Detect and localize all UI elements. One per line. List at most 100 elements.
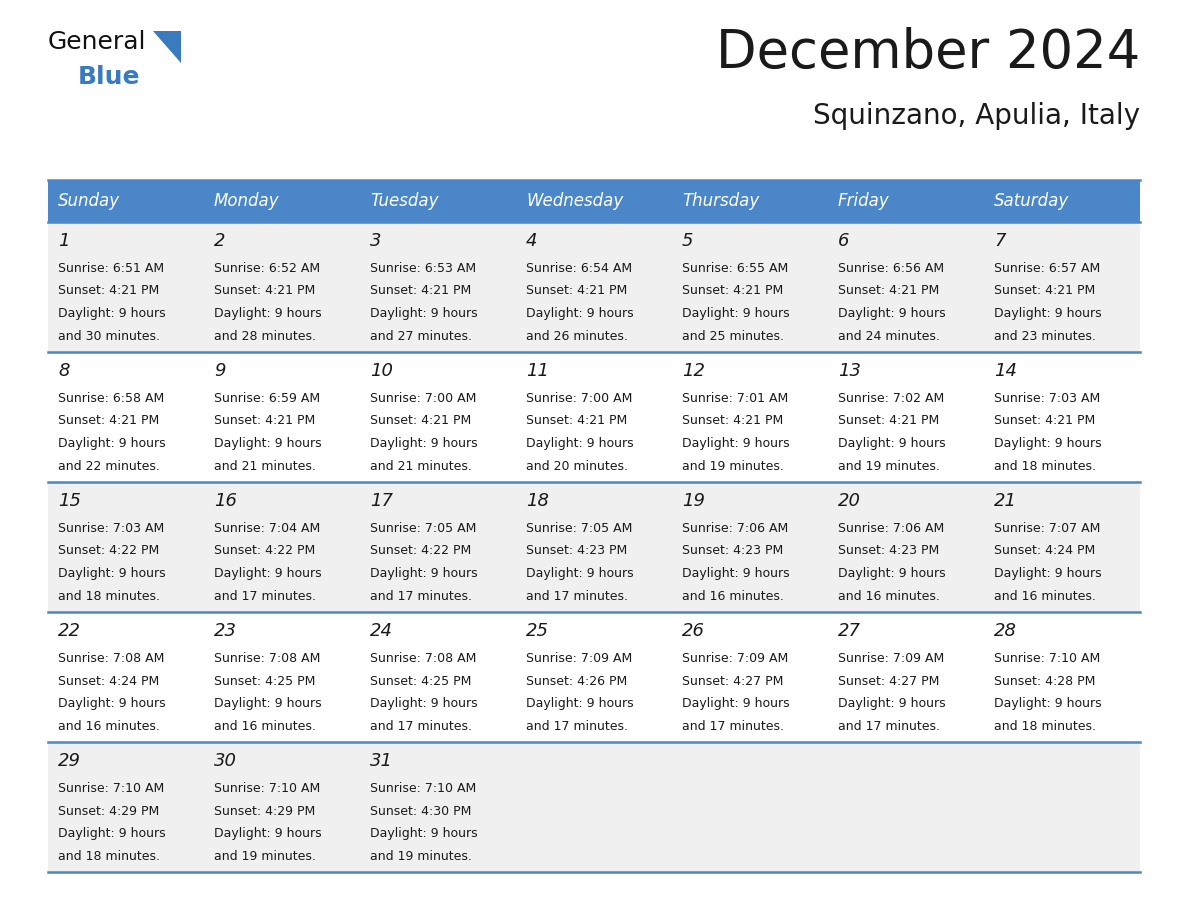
Polygon shape (153, 31, 181, 63)
Text: Sunset: 4:25 PM: Sunset: 4:25 PM (369, 675, 472, 688)
Bar (672, 482, 828, 612)
Bar (48, 352, 204, 482)
Text: Sunset: 4:30 PM: Sunset: 4:30 PM (369, 804, 472, 818)
Bar (48, 222, 204, 352)
Text: Sunset: 4:21 PM: Sunset: 4:21 PM (838, 415, 940, 428)
Text: Wednesday: Wednesday (526, 192, 624, 210)
Text: Sunrise: 7:02 AM: Sunrise: 7:02 AM (838, 392, 944, 405)
Bar (204, 352, 360, 482)
Text: 16: 16 (214, 492, 236, 510)
Bar (360, 482, 516, 612)
Bar (48, 482, 204, 612)
Text: Sunset: 4:23 PM: Sunset: 4:23 PM (838, 544, 940, 557)
Bar (516, 222, 672, 352)
Text: and 18 minutes.: and 18 minutes. (58, 589, 160, 602)
Bar (360, 742, 516, 872)
Text: Daylight: 9 hours: Daylight: 9 hours (526, 697, 633, 710)
Text: and 17 minutes.: and 17 minutes. (838, 720, 940, 733)
Text: Sunrise: 6:56 AM: Sunrise: 6:56 AM (838, 262, 944, 275)
Text: 26: 26 (682, 622, 704, 640)
Text: Sunset: 4:22 PM: Sunset: 4:22 PM (369, 544, 472, 557)
Text: 12: 12 (682, 362, 704, 380)
Text: Sunrise: 6:51 AM: Sunrise: 6:51 AM (58, 262, 164, 275)
Text: and 19 minutes.: and 19 minutes. (682, 460, 784, 473)
Text: Sunset: 4:24 PM: Sunset: 4:24 PM (994, 544, 1095, 557)
Text: Sunset: 4:22 PM: Sunset: 4:22 PM (58, 544, 159, 557)
Bar (516, 612, 672, 742)
Text: Daylight: 9 hours: Daylight: 9 hours (994, 567, 1101, 580)
Text: Sunrise: 7:07 AM: Sunrise: 7:07 AM (994, 522, 1100, 535)
Text: Sunrise: 7:08 AM: Sunrise: 7:08 AM (369, 652, 476, 665)
Text: 19: 19 (682, 492, 704, 510)
Text: and 18 minutes.: and 18 minutes. (994, 720, 1097, 733)
Text: 6: 6 (838, 232, 849, 250)
Text: Daylight: 9 hours: Daylight: 9 hours (838, 307, 946, 320)
Text: 28: 28 (994, 622, 1017, 640)
Text: Tuesday: Tuesday (369, 192, 438, 210)
Text: Sunrise: 7:00 AM: Sunrise: 7:00 AM (369, 392, 476, 405)
Text: Blue: Blue (78, 65, 140, 89)
Bar (48, 742, 204, 872)
Text: 27: 27 (838, 622, 861, 640)
Text: Sunset: 4:21 PM: Sunset: 4:21 PM (682, 285, 783, 297)
Text: Sunrise: 7:03 AM: Sunrise: 7:03 AM (994, 392, 1100, 405)
Text: Sunset: 4:21 PM: Sunset: 4:21 PM (58, 285, 159, 297)
Text: 3: 3 (369, 232, 381, 250)
Text: 17: 17 (369, 492, 393, 510)
Text: Monday: Monday (214, 192, 279, 210)
Text: Sunset: 4:21 PM: Sunset: 4:21 PM (214, 415, 315, 428)
Text: Daylight: 9 hours: Daylight: 9 hours (214, 307, 322, 320)
Text: Sunrise: 7:10 AM: Sunrise: 7:10 AM (214, 782, 321, 795)
Text: Daylight: 9 hours: Daylight: 9 hours (214, 437, 322, 450)
Text: Sunset: 4:29 PM: Sunset: 4:29 PM (58, 804, 159, 818)
Bar (828, 352, 984, 482)
Text: Sunset: 4:27 PM: Sunset: 4:27 PM (682, 675, 783, 688)
Text: and 16 minutes.: and 16 minutes. (682, 589, 784, 602)
Bar (516, 352, 672, 482)
Text: Daylight: 9 hours: Daylight: 9 hours (369, 827, 478, 840)
Text: 7: 7 (994, 232, 1005, 250)
Text: Saturday: Saturday (994, 192, 1069, 210)
Text: Sunset: 4:21 PM: Sunset: 4:21 PM (838, 285, 940, 297)
Text: 2: 2 (214, 232, 226, 250)
Text: Sunrise: 7:10 AM: Sunrise: 7:10 AM (369, 782, 476, 795)
Text: Sunrise: 7:05 AM: Sunrise: 7:05 AM (526, 522, 632, 535)
Bar (984, 482, 1140, 612)
Text: 15: 15 (58, 492, 81, 510)
Bar (828, 180, 984, 222)
Text: 11: 11 (526, 362, 549, 380)
Text: Daylight: 9 hours: Daylight: 9 hours (58, 697, 165, 710)
Text: Sunrise: 7:06 AM: Sunrise: 7:06 AM (838, 522, 944, 535)
Text: Daylight: 9 hours: Daylight: 9 hours (682, 567, 790, 580)
Text: Daylight: 9 hours: Daylight: 9 hours (838, 567, 946, 580)
Bar (984, 742, 1140, 872)
Text: and 16 minutes.: and 16 minutes. (58, 720, 160, 733)
Text: and 19 minutes.: and 19 minutes. (214, 849, 316, 863)
Text: Daylight: 9 hours: Daylight: 9 hours (214, 827, 322, 840)
Text: and 26 minutes.: and 26 minutes. (526, 330, 628, 342)
Text: Sunrise: 6:58 AM: Sunrise: 6:58 AM (58, 392, 164, 405)
Text: Sunset: 4:26 PM: Sunset: 4:26 PM (526, 675, 627, 688)
Text: Sunrise: 7:09 AM: Sunrise: 7:09 AM (838, 652, 944, 665)
Text: Sunrise: 6:57 AM: Sunrise: 6:57 AM (994, 262, 1100, 275)
Text: Sunrise: 7:10 AM: Sunrise: 7:10 AM (58, 782, 164, 795)
Text: and 16 minutes.: and 16 minutes. (838, 589, 940, 602)
Text: Sunset: 4:21 PM: Sunset: 4:21 PM (526, 285, 627, 297)
Text: 8: 8 (58, 362, 70, 380)
Text: and 27 minutes.: and 27 minutes. (369, 330, 472, 342)
Text: and 28 minutes.: and 28 minutes. (214, 330, 316, 342)
Text: Sunrise: 7:10 AM: Sunrise: 7:10 AM (994, 652, 1100, 665)
Bar (516, 742, 672, 872)
Text: Sunset: 4:22 PM: Sunset: 4:22 PM (214, 544, 315, 557)
Text: Daylight: 9 hours: Daylight: 9 hours (838, 437, 946, 450)
Text: 29: 29 (58, 752, 81, 770)
Text: and 17 minutes.: and 17 minutes. (526, 720, 628, 733)
Text: Sunset: 4:27 PM: Sunset: 4:27 PM (838, 675, 940, 688)
Bar (360, 222, 516, 352)
Text: Daylight: 9 hours: Daylight: 9 hours (214, 567, 322, 580)
Text: 21: 21 (994, 492, 1017, 510)
Text: Daylight: 9 hours: Daylight: 9 hours (682, 437, 790, 450)
Text: 23: 23 (214, 622, 236, 640)
Text: and 16 minutes.: and 16 minutes. (994, 589, 1095, 602)
Text: 5: 5 (682, 232, 694, 250)
